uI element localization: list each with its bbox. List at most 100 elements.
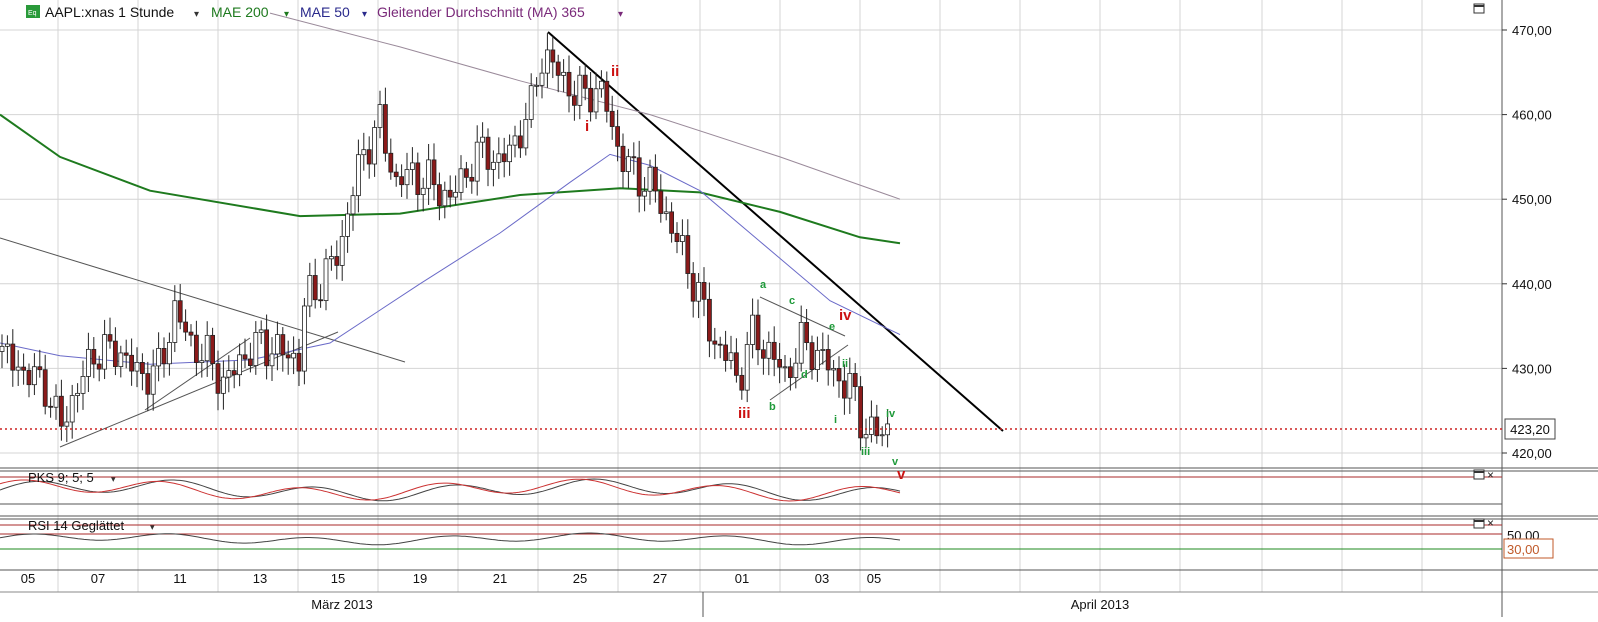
candle-body [285,354,291,359]
candle-body [399,176,405,186]
pks-panel-title: PKS 9; 5; 5 [28,470,94,485]
candle-body [717,343,723,346]
rsi-panel-title: RSI 14 Geglättet [28,518,124,533]
candle-body [647,166,653,192]
candle-body [388,152,394,173]
wave-label-red: iii [738,405,751,422]
candle-body [409,162,415,170]
indicator-ma365-label: Gleitender Durchschnitt (MA) 365 [377,4,585,20]
channel-support-line [144,337,251,411]
pks-close-icon[interactable]: × [1487,468,1494,482]
wave-label-green: ii [842,358,848,370]
candle-body [253,332,259,366]
candle-body [636,157,642,197]
candle-body [545,49,550,74]
candle-body [782,366,788,369]
candle-body [523,119,529,149]
candle-body [874,416,880,437]
instrument-badge-label: Eq [28,10,37,17]
candle-body [269,353,275,367]
candle-body [393,171,399,178]
candle-body [658,190,664,214]
candle-body [755,314,761,351]
candle-body [804,321,809,344]
candle-body [26,369,32,386]
candle-body [80,376,86,394]
price-tick-label: 460,00 [1512,108,1552,123]
candle-body [426,159,432,189]
candle-body [518,135,523,149]
ma365-dropdown-icon: ▾ [618,9,623,20]
candle-body [436,184,442,207]
candle-body [723,344,728,361]
symbol-label: AAPL:xnas 1 Stunde [45,4,174,20]
time-tick-label: 27 [653,571,667,586]
wave-label-green: iii [861,446,870,458]
candle-body [766,341,772,359]
channel-upper-line [0,237,406,363]
pks-maximize-button[interactable] [1473,469,1485,480]
wave-label-red: iv [839,307,852,324]
candle-body [177,300,183,323]
price-panel-maximize-button[interactable] [1473,3,1485,14]
candle-body [626,156,631,172]
maximize-icon [1473,3,1485,14]
candle-body [442,189,448,207]
candle-body [615,126,620,147]
candle-body [577,74,583,106]
candle-body [609,110,615,127]
candle-body [210,334,216,365]
candle-body [69,395,75,423]
wave-label-green: e [829,321,835,333]
candle-body [139,362,145,374]
rsi-maximize-button[interactable] [1473,518,1485,529]
time-tick-label: 07 [91,571,105,586]
trendlines [0,31,1004,448]
time-tick-label: 21 [493,571,507,586]
rsi-panel: RSI 14 Geglättet ▾ × 50,00 30,00 [0,516,1554,559]
triangle-upper-line [759,296,846,337]
rsi-dropdown-icon: ▾ [150,522,155,532]
candle-body [91,348,97,365]
time-tick-label: 25 [573,571,587,586]
candle-body [836,368,842,382]
candle-body [307,275,313,307]
candle-body [366,149,372,165]
candle-body [707,298,712,342]
wave-label-green: b [769,401,776,413]
candle-body [102,334,107,370]
candle-body [809,342,815,370]
chart-legend: Eq AAPL:xnas 1 Stunde ▾ MAE 200 ▾ MAE 50… [26,4,623,20]
indicator-mae50-label: MAE 50 [300,4,350,20]
candle-body [744,344,750,391]
candle-body [350,195,356,215]
pks-line-k [0,478,901,502]
candle-body [21,366,27,371]
wave-label-green: v [892,456,899,468]
candle-body [480,136,486,143]
candle-body [64,421,70,427]
candle-body [226,370,232,378]
candle-body [296,352,302,372]
candle-body [75,392,80,396]
wave-label-green: iv [886,408,896,420]
candle-body [274,334,280,355]
candle-body [593,88,599,113]
candle-body [242,354,248,360]
candle-body [323,258,329,301]
pks-line-d [0,478,901,502]
candle-body [42,369,48,407]
candle-body [750,314,755,345]
grid-lines [0,0,1502,592]
candle-body [680,235,685,242]
candle-body [550,49,556,63]
time-tick-label: 03 [815,571,829,586]
pks-panel: PKS 9; 5; 5 ▾ × [0,468,1502,505]
candle-body [879,434,885,437]
candle-body [825,349,831,371]
candle-body [453,191,459,198]
rsi-close-icon[interactable]: × [1487,516,1494,530]
